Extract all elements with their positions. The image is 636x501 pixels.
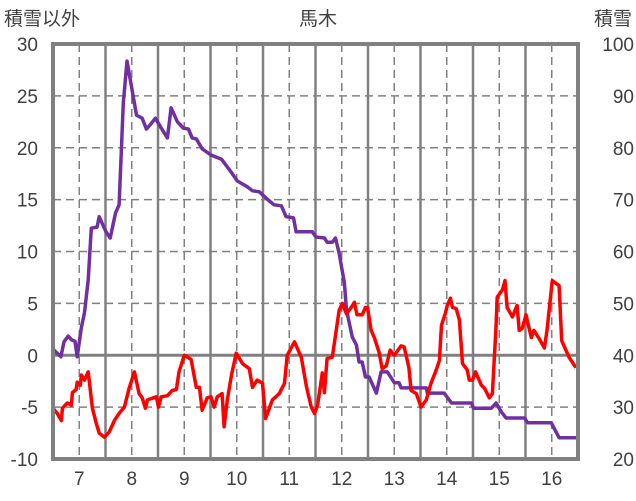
right-tick-label: 20 bbox=[613, 450, 634, 471]
right-tick-label: 30 bbox=[613, 398, 634, 419]
left-tick-label: 20 bbox=[17, 139, 38, 160]
left-tick-label: -5 bbox=[21, 398, 38, 419]
left-axis-label: 積雪以外 bbox=[4, 8, 80, 30]
x-tick-label: 14 bbox=[436, 469, 458, 490]
series-layer bbox=[51, 59, 578, 440]
right-tick-label: 40 bbox=[613, 346, 634, 367]
left-tick-label: 10 bbox=[17, 243, 38, 264]
right-tick-label: 80 bbox=[613, 139, 634, 160]
plot-frame bbox=[51, 42, 580, 461]
right-tick-label: 100 bbox=[602, 35, 634, 56]
left-tick-label: 15 bbox=[17, 191, 38, 212]
snow-depth-line bbox=[52, 59, 578, 440]
right-tick-label: 90 bbox=[613, 87, 634, 108]
grid bbox=[53, 44, 578, 459]
x-tick-label: 7 bbox=[74, 469, 85, 490]
x-tick-label: 11 bbox=[279, 469, 299, 490]
x-tick-label: 13 bbox=[384, 469, 405, 490]
x-tick-label: 12 bbox=[331, 469, 352, 490]
x-tick-label: 15 bbox=[489, 469, 510, 490]
left-tick-label: 30 bbox=[17, 35, 38, 56]
left-tick-label: 25 bbox=[17, 87, 38, 108]
temperature-line bbox=[51, 278, 578, 439]
left-tick-label: 0 bbox=[27, 346, 38, 367]
right-tick-label: 60 bbox=[613, 243, 634, 264]
chart-title: 馬木 bbox=[299, 8, 337, 30]
left-tick-label: -10 bbox=[11, 450, 38, 471]
left-tick-label: 5 bbox=[27, 294, 38, 315]
x-tick-label: 16 bbox=[541, 469, 562, 490]
x-tick-label: 9 bbox=[179, 469, 190, 490]
right-tick-label: 70 bbox=[613, 191, 634, 212]
x-tick-label: 10 bbox=[226, 469, 247, 490]
x-tick-label: 8 bbox=[126, 469, 137, 490]
right-axis-label: 積雪 bbox=[594, 8, 632, 30]
right-tick-label: 50 bbox=[613, 294, 634, 315]
